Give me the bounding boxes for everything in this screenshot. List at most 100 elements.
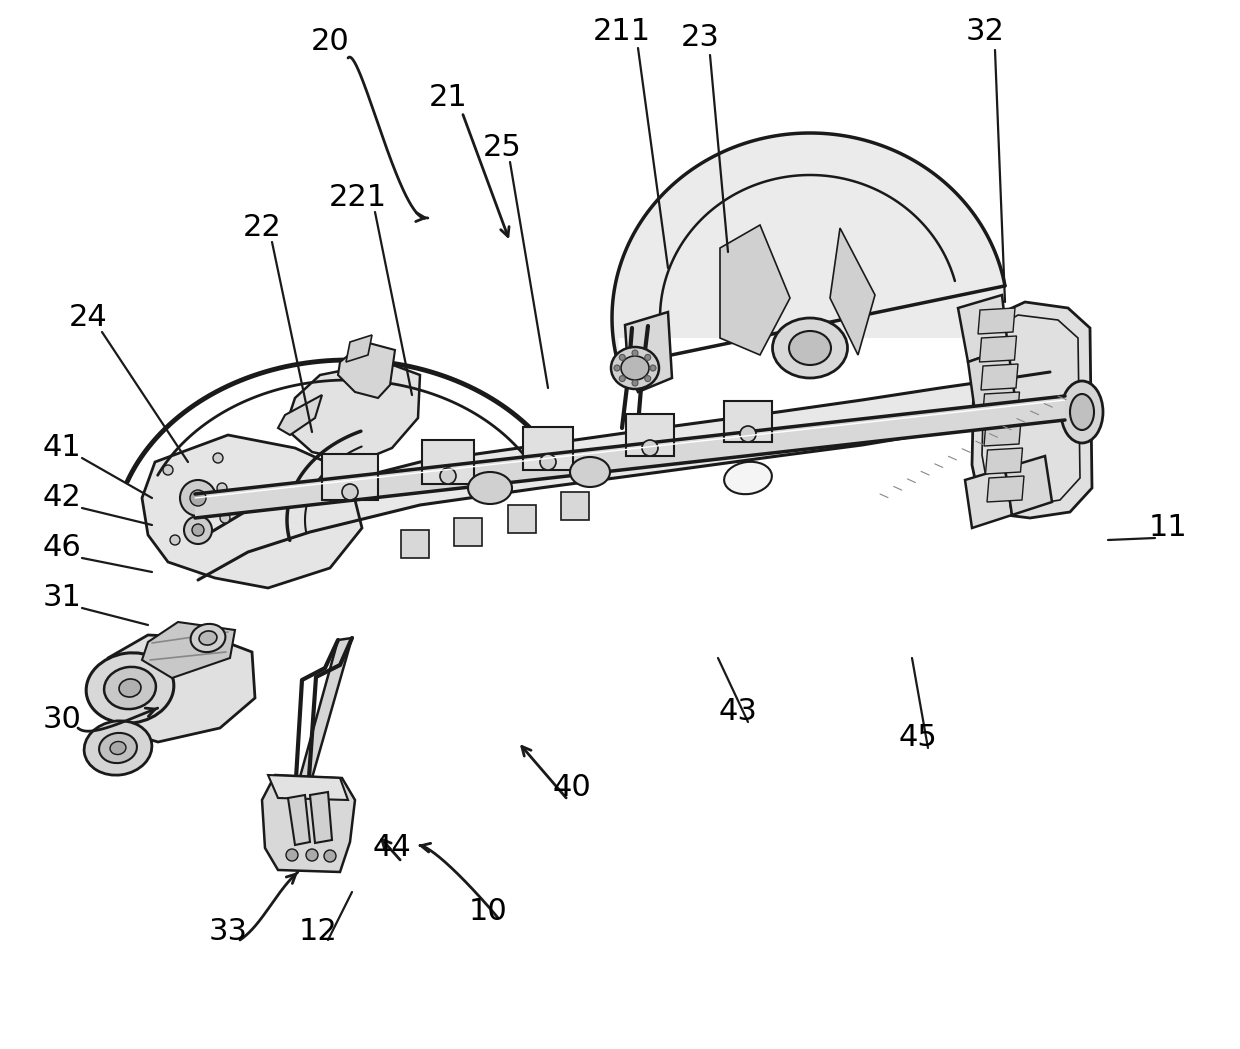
Circle shape [632, 350, 639, 356]
Text: 211: 211 [593, 18, 651, 46]
Polygon shape [401, 530, 429, 558]
Polygon shape [625, 312, 672, 392]
Text: 42: 42 [42, 484, 82, 513]
Polygon shape [980, 336, 1017, 362]
Text: 23: 23 [681, 23, 719, 52]
Ellipse shape [200, 630, 217, 645]
Circle shape [324, 850, 336, 862]
Text: 22: 22 [243, 214, 281, 242]
Ellipse shape [104, 667, 156, 709]
Polygon shape [1004, 456, 1052, 515]
Circle shape [170, 535, 180, 545]
Circle shape [440, 468, 456, 484]
Polygon shape [978, 308, 1016, 334]
Polygon shape [626, 414, 675, 456]
Polygon shape [422, 440, 474, 484]
Circle shape [184, 516, 212, 544]
Text: 30: 30 [42, 706, 82, 734]
Ellipse shape [99, 733, 136, 763]
Text: 44: 44 [373, 834, 412, 862]
Ellipse shape [86, 652, 174, 723]
Polygon shape [965, 468, 1012, 528]
Circle shape [342, 484, 358, 500]
Text: 45: 45 [899, 724, 937, 752]
Polygon shape [981, 364, 1018, 390]
Polygon shape [339, 342, 396, 398]
Circle shape [162, 465, 174, 475]
Polygon shape [285, 362, 420, 462]
Circle shape [614, 365, 620, 371]
Ellipse shape [467, 472, 512, 504]
Polygon shape [720, 224, 790, 355]
Circle shape [190, 490, 206, 506]
Text: 221: 221 [329, 184, 387, 213]
Text: 11: 11 [1148, 514, 1188, 542]
Text: 33: 33 [208, 918, 248, 946]
Circle shape [632, 380, 639, 386]
Ellipse shape [84, 721, 151, 775]
Polygon shape [454, 518, 482, 545]
Circle shape [650, 365, 656, 371]
Polygon shape [508, 505, 536, 533]
Ellipse shape [611, 347, 658, 389]
Polygon shape [613, 133, 1004, 366]
Ellipse shape [773, 318, 847, 378]
Text: 32: 32 [966, 18, 1004, 46]
Polygon shape [288, 795, 310, 845]
Polygon shape [295, 638, 352, 795]
Ellipse shape [621, 356, 649, 380]
Circle shape [642, 440, 658, 456]
Circle shape [286, 849, 298, 861]
Ellipse shape [191, 624, 226, 652]
Polygon shape [523, 427, 573, 470]
Circle shape [740, 426, 756, 442]
Polygon shape [278, 395, 322, 435]
Circle shape [645, 355, 651, 361]
Circle shape [180, 480, 216, 516]
Circle shape [217, 483, 227, 493]
Polygon shape [262, 775, 355, 872]
Polygon shape [830, 228, 875, 355]
Ellipse shape [789, 331, 831, 365]
Text: 20: 20 [311, 27, 350, 57]
Text: 41: 41 [42, 433, 82, 463]
Polygon shape [143, 435, 362, 588]
Ellipse shape [119, 679, 141, 697]
Circle shape [619, 376, 625, 382]
Polygon shape [972, 302, 1092, 518]
Circle shape [219, 513, 229, 523]
Text: 24: 24 [68, 303, 108, 333]
Text: 31: 31 [42, 583, 82, 613]
Polygon shape [986, 448, 1023, 474]
Polygon shape [322, 454, 378, 500]
Polygon shape [268, 775, 348, 800]
Polygon shape [987, 476, 1024, 502]
Text: 12: 12 [299, 918, 337, 946]
Polygon shape [143, 622, 236, 678]
Polygon shape [724, 401, 773, 442]
Polygon shape [105, 635, 255, 742]
Text: 10: 10 [469, 898, 507, 926]
Text: 43: 43 [718, 698, 758, 727]
Ellipse shape [1061, 381, 1104, 443]
Circle shape [306, 849, 317, 861]
Text: 25: 25 [482, 133, 521, 163]
Polygon shape [198, 372, 1050, 580]
Circle shape [645, 376, 651, 382]
Polygon shape [346, 335, 372, 362]
Ellipse shape [110, 742, 126, 754]
Polygon shape [959, 295, 1008, 362]
Text: 21: 21 [429, 84, 467, 112]
Circle shape [192, 524, 205, 536]
Ellipse shape [1070, 394, 1094, 430]
Polygon shape [985, 420, 1021, 446]
Polygon shape [195, 397, 1065, 518]
Polygon shape [982, 392, 1019, 418]
Ellipse shape [724, 462, 771, 494]
Polygon shape [968, 348, 1016, 412]
Text: 46: 46 [42, 534, 82, 562]
Circle shape [619, 355, 625, 361]
Polygon shape [310, 792, 332, 843]
Ellipse shape [570, 457, 610, 487]
Polygon shape [560, 492, 589, 520]
